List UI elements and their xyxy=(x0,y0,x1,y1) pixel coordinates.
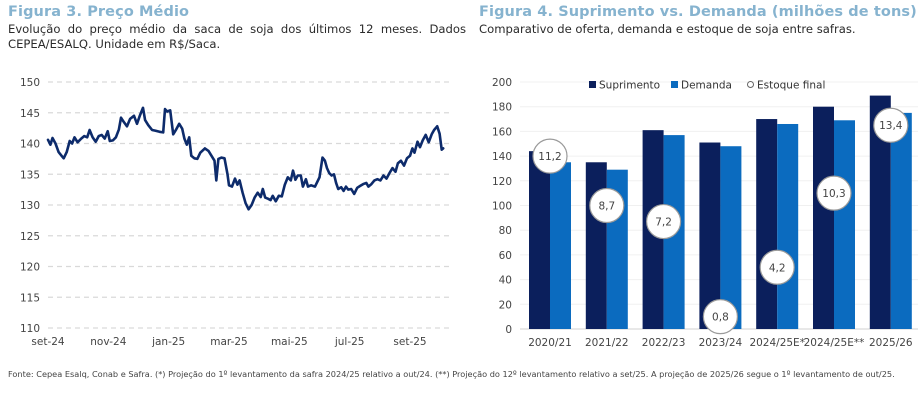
y-tick-label: 0 xyxy=(505,324,512,336)
source-footnote: Fonte: Cepea Esalq, Conab e Safra. (*) P… xyxy=(8,369,895,379)
y-tick-label: 100 xyxy=(492,201,512,213)
bar-suprimento xyxy=(756,119,778,329)
estoque-label: 8,7 xyxy=(598,201,615,213)
y-tick-label: 40 xyxy=(499,275,512,287)
y-tick-label: 115 xyxy=(20,292,40,304)
bar-suprimento xyxy=(869,95,891,330)
estoque-bubbles: 11,2 8,7 7,2 0,8 4,2 10,3 13,4 xyxy=(532,107,909,335)
figure4-subtitle: Comparativo de oferta, demanda e estoque… xyxy=(479,22,856,36)
estoque-label: 0,8 xyxy=(712,312,729,324)
figure4-title: Figura 4. Suprimento vs. Demanda (milhõe… xyxy=(479,4,917,20)
x-tick-label: 2023/24 xyxy=(699,337,743,349)
x-tick-label: 2024/25E** xyxy=(804,337,865,349)
bar-x-axis: 2020/21 2021/22 2022/23 2023/24 2024/25E*202… xyxy=(528,337,913,349)
estoque-bubble xyxy=(645,203,682,240)
x-tick-label: set-25 xyxy=(393,336,426,348)
y-tick-label: 130 xyxy=(20,200,40,212)
estoque-bubble xyxy=(759,249,795,285)
legend-label: Demanda xyxy=(681,80,732,92)
bar-suprimento xyxy=(813,106,834,329)
y-tick-label: 150 xyxy=(20,77,40,89)
bar-demanda xyxy=(720,146,742,329)
y-tick-label: 160 xyxy=(492,126,512,138)
bar-y-axis: 0 20 40 60 80 100 120 140 160 180 200 xyxy=(492,77,512,336)
estoque-label: 10,3 xyxy=(822,188,845,200)
x-tick-label: jan-25 xyxy=(151,336,185,348)
x-tick-label: mar-25 xyxy=(210,336,247,348)
y-tick-label: 125 xyxy=(20,231,40,243)
legend-label: Estoque final xyxy=(757,80,825,92)
x-tick-label: 2021/22 xyxy=(585,337,629,349)
x-tick-label: jul-25 xyxy=(334,336,365,348)
y-tick-label: 135 xyxy=(20,169,40,181)
bar-demanda xyxy=(890,112,912,329)
legend-swatch xyxy=(671,81,678,88)
estoque-bubble xyxy=(532,138,568,174)
estoque-bubble xyxy=(816,175,852,211)
bar-suprimento xyxy=(699,142,721,329)
estoque-bubble xyxy=(702,299,739,335)
estoque-bubble xyxy=(873,107,909,143)
x-tick-label: 2020/21 xyxy=(528,337,572,349)
estoque-bubble xyxy=(589,187,625,224)
estoque-label: 13,4 xyxy=(879,120,903,132)
y-tick-label: 80 xyxy=(499,225,512,237)
y-tick-label: 110 xyxy=(20,323,40,335)
legend-swatch xyxy=(589,81,596,88)
x-tick-label: nov-24 xyxy=(90,336,126,348)
price-x-axis: set-24 nov-24 jan-25 mar-25 mai-25 jul-25 set-… xyxy=(31,336,426,348)
y-tick-label: 60 xyxy=(499,250,512,262)
price-line-chart: 110 115 120 125 130 135 140 145 150 set-24 nov-24… xyxy=(20,77,452,348)
y-tick-label: 20 xyxy=(499,299,512,311)
price-gridlines xyxy=(48,81,452,329)
figure3-subtitle: Evolução do preço médio da saca de soja … xyxy=(8,22,466,51)
y-tick-label: 140 xyxy=(492,151,512,163)
bar-series xyxy=(529,95,912,330)
price-line xyxy=(46,106,445,211)
legend-swatch xyxy=(747,81,754,88)
estoque-label: 7,2 xyxy=(655,217,672,229)
price-series xyxy=(46,106,445,211)
x-tick-label: 2025/26 xyxy=(869,337,913,349)
y-tick-label: 145 xyxy=(20,108,40,120)
x-tick-label: 2022/23 xyxy=(642,337,686,349)
bar-suprimento xyxy=(529,151,550,329)
x-tick-label: mai-25 xyxy=(271,336,308,348)
bar-demanda xyxy=(550,162,571,329)
bar-demanda xyxy=(777,123,799,330)
y-tick-label: 120 xyxy=(492,176,512,188)
supply-demand-bar-chart: 0 20 40 60 80 100 120 140 160 180 200 2020/21 2021/… xyxy=(492,77,918,349)
bar-demanda xyxy=(834,120,855,329)
x-tick-label: set-24 xyxy=(31,336,65,348)
bar-suprimento xyxy=(585,162,607,329)
y-tick-label: 120 xyxy=(20,262,40,274)
y-tick-label: 180 xyxy=(492,102,512,114)
y-tick-label: 140 xyxy=(20,139,40,151)
estoque-label: 11,2 xyxy=(538,151,561,163)
figure3-title: Figura 3. Preço Médio xyxy=(8,4,190,20)
y-tick-label: 200 xyxy=(492,77,512,89)
estoque-label: 4,2 xyxy=(769,262,786,274)
legend-label: Suprimento xyxy=(599,80,660,92)
bar-legend: Suprimento Demanda Estoque final xyxy=(589,80,825,92)
price-y-axis: 110 115 120 125 130 135 140 145 150 xyxy=(20,77,40,335)
x-tick-label: 2024/25E* xyxy=(749,337,805,349)
